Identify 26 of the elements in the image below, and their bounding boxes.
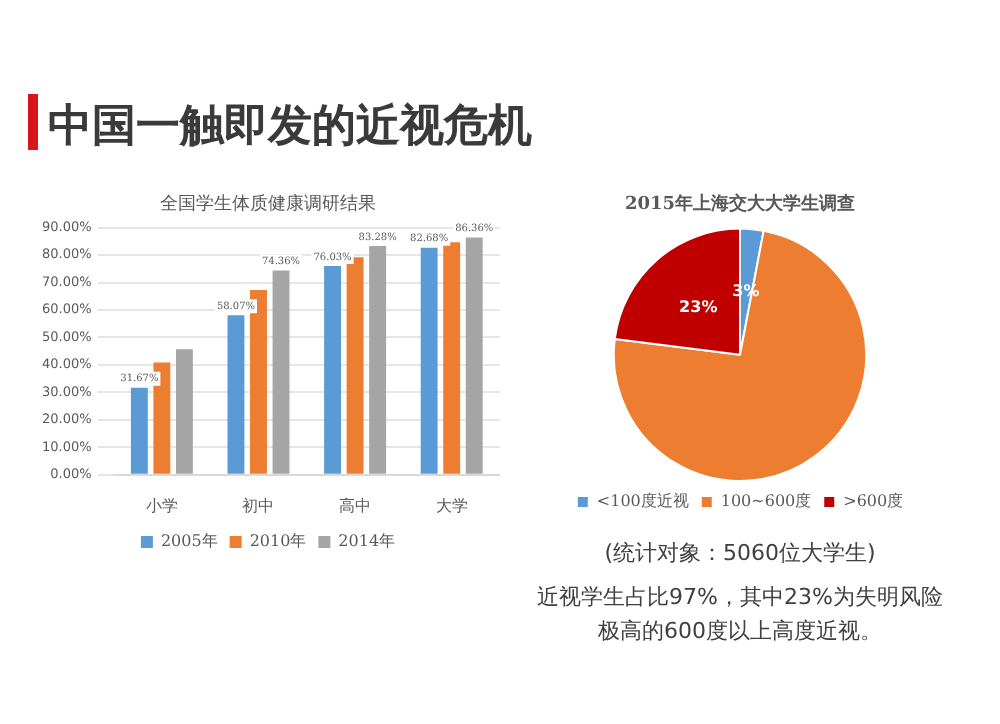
text: 近视学生占比97%，其中23%为失明风险极高的600度以上高度近视。: [535, 582, 945, 648]
x-tick-label: 高中: [339, 496, 372, 515]
legend-label: 2005年: [160, 532, 218, 551]
bar: [130, 387, 148, 474]
legend-label: 100~600度: [720, 492, 812, 511]
legend-label: <100度近视: [596, 492, 689, 511]
legend-label: 2010年: [249, 532, 307, 551]
legend-label: >600度: [843, 492, 904, 511]
bar: [369, 246, 387, 474]
x-tick-label: 小学: [145, 496, 178, 515]
x-tick-label: 大学: [435, 496, 468, 515]
chart-title: 2015年上海交大大学生调查: [624, 193, 856, 216]
bar: [420, 247, 438, 474]
bar: [465, 237, 483, 474]
x-tick-label: 初中: [242, 496, 275, 515]
text: (统计对象：5060位大学生): [602, 538, 878, 568]
bar: [227, 315, 245, 474]
bar: [324, 265, 341, 474]
text: 中国一触即发的近视危机: [48, 100, 532, 156]
bar: [175, 349, 193, 474]
chart-title: 全国学生体质健康调研结果: [160, 193, 376, 216]
bar: [272, 270, 290, 474]
bar: [443, 242, 461, 474]
legend-label: 2014年: [338, 532, 396, 551]
data-label: 23%: [679, 297, 718, 316]
bar: [346, 257, 364, 474]
